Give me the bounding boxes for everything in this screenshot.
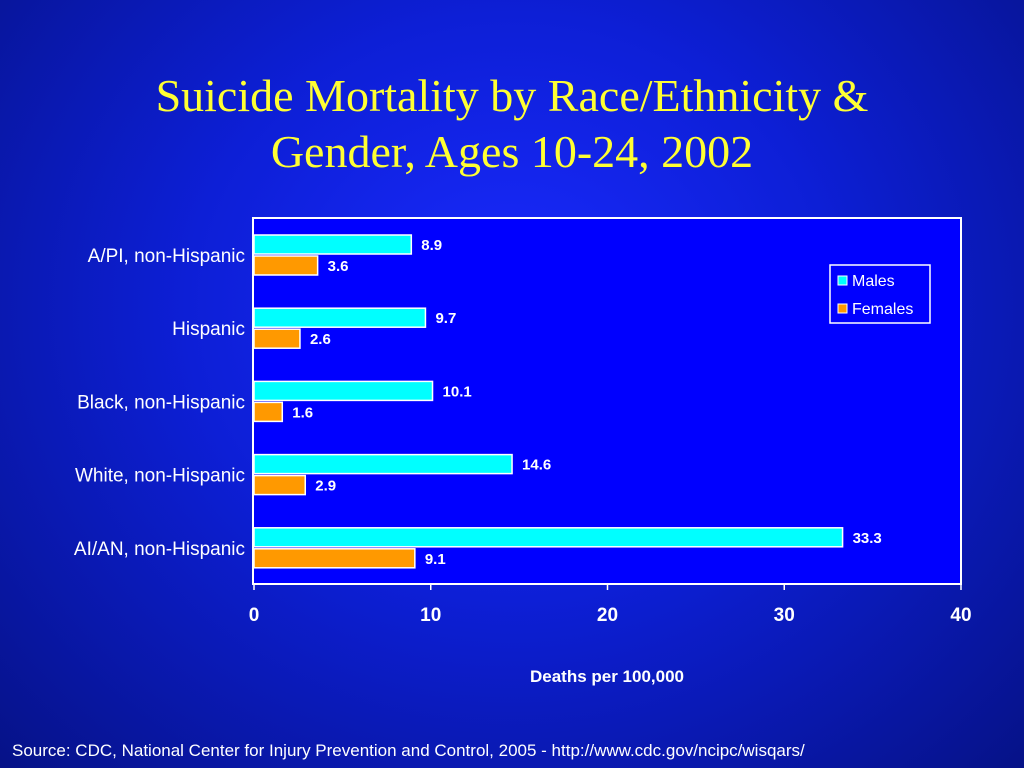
legend-swatch-females xyxy=(837,303,848,314)
x-tick-label: 30 xyxy=(774,605,795,626)
category-label: A/PI, non-Hispanic xyxy=(88,246,245,267)
data-label-males: 10.1 xyxy=(443,383,472,400)
x-tick-label: 10 xyxy=(420,605,441,626)
x-axis: 0 10 20 30 40 xyxy=(249,584,972,626)
bar-females xyxy=(253,255,319,276)
x-tick-label: 40 xyxy=(950,605,971,626)
data-label-females: 9.1 xyxy=(425,551,446,568)
legend: Males Females xyxy=(829,264,931,324)
legend-label-males: Males xyxy=(852,273,895,290)
category-label: AI/AN, non-Hispanic xyxy=(74,539,245,560)
bars-layer: 8.9 3.6 9.7 2.6 10.1 1.6 14.6 2.9 33.3 9.1 xyxy=(253,234,882,569)
data-label-females: 2.9 xyxy=(315,478,336,495)
data-label-males: 8.9 xyxy=(421,237,442,254)
data-label-females: 2.6 xyxy=(310,331,331,348)
category-label: Black, non-Hispanic xyxy=(77,392,245,413)
bar-females xyxy=(253,474,307,496)
slide-title: Suicide Mortality by Race/Ethnicity & Ge… xyxy=(0,68,1024,180)
category-labels: A/PI, non-Hispanic Hispanic Black, non-His… xyxy=(74,246,245,560)
legend-swatch-males xyxy=(837,275,848,286)
bar-females xyxy=(253,401,284,423)
data-label-males: 9.7 xyxy=(435,310,456,327)
data-label-males: 14.6 xyxy=(522,457,551,474)
bar-males xyxy=(253,527,844,548)
x-axis-label: Deaths per 100,000 xyxy=(530,667,684,686)
bar-males xyxy=(253,380,434,402)
category-label: Hispanic xyxy=(172,319,245,340)
category-label: White, non-Hispanic xyxy=(75,466,245,487)
bar-males xyxy=(253,453,513,475)
title-line-1: Suicide Mortality by Race/Ethnicity & xyxy=(155,70,869,121)
x-tick-label: 0 xyxy=(249,605,260,626)
title-line-2: Gender, Ages 10-24, 2002 xyxy=(270,126,754,177)
x-tick-label: 20 xyxy=(597,605,618,626)
bar-females xyxy=(253,328,301,349)
bar-females xyxy=(253,548,416,569)
data-label-females: 1.6 xyxy=(292,404,313,421)
bar-males xyxy=(253,234,413,255)
source-note: Source: CDC, National Center for Injury … xyxy=(12,741,805,760)
data-label-males: 33.3 xyxy=(853,530,882,547)
data-label-females: 3.6 xyxy=(328,258,349,275)
bar-males xyxy=(253,307,427,328)
legend-label-females: Females xyxy=(852,301,913,318)
